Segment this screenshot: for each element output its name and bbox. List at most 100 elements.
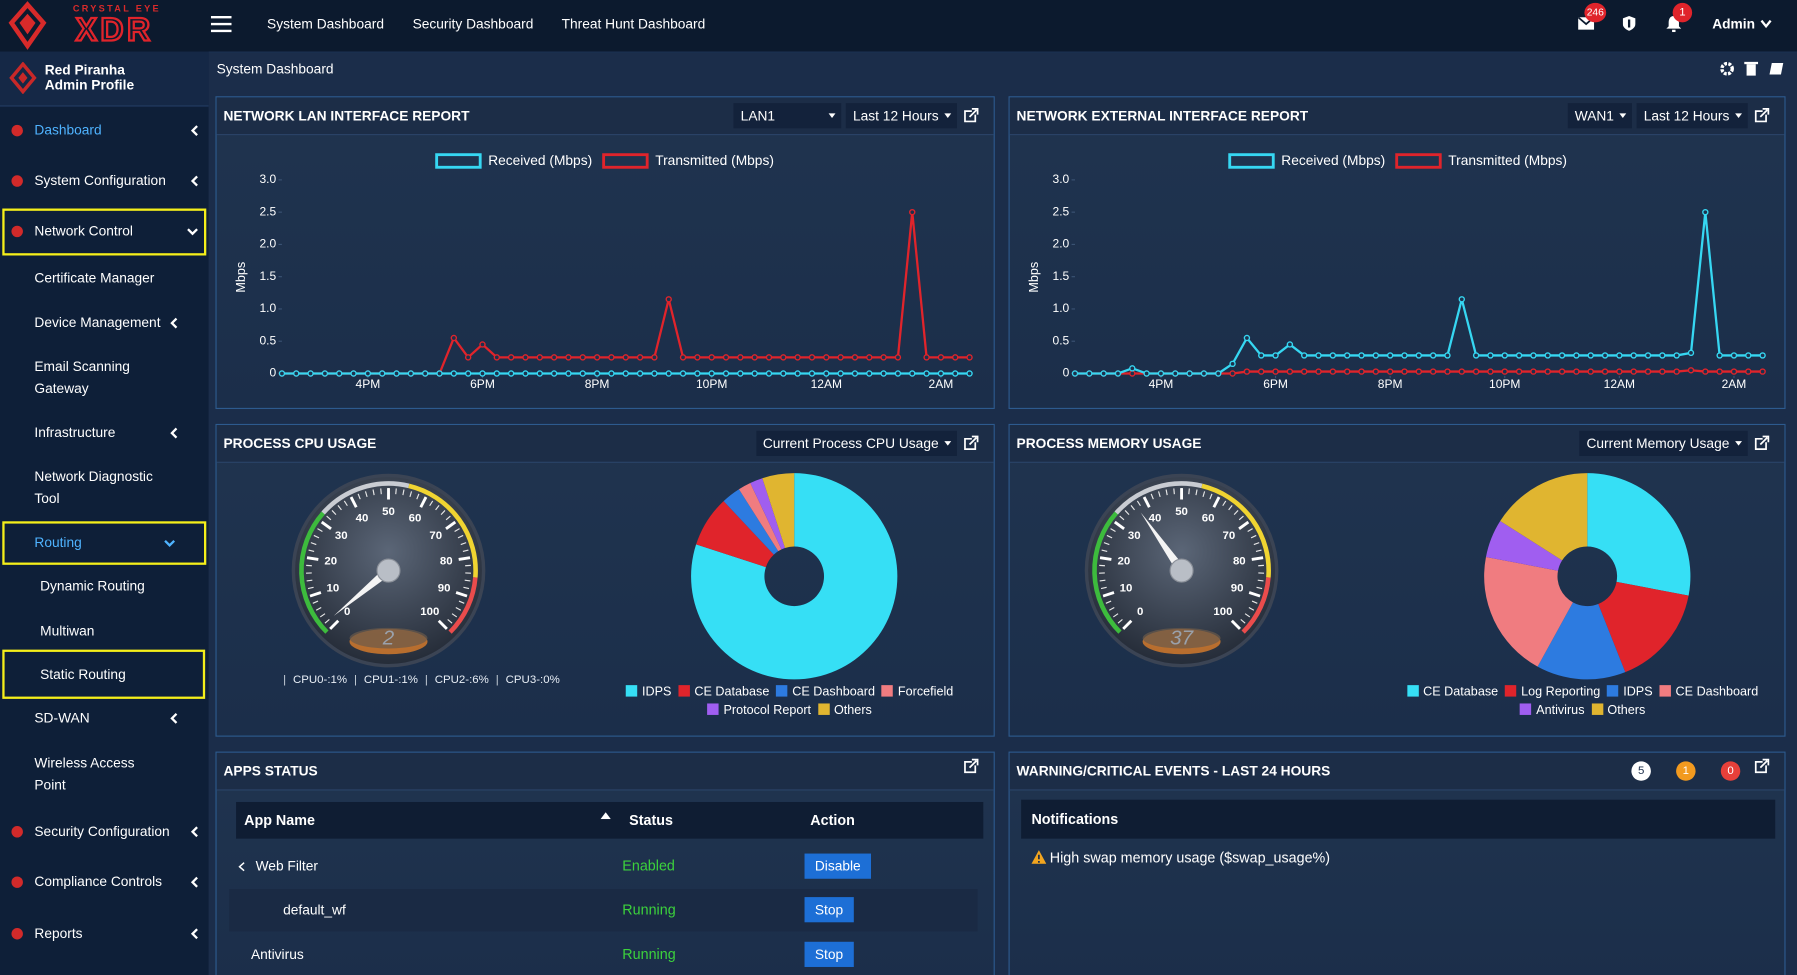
menu-item[interactable]: Multiwan bbox=[40, 622, 95, 639]
x-tick-label: 2AM bbox=[929, 377, 954, 391]
notification-item[interactable]: High swap memory usage ($swap_usage%) bbox=[1049, 850, 1331, 867]
pie-slice bbox=[762, 473, 795, 548]
minor-tick bbox=[1238, 515, 1244, 521]
minor-tick bbox=[372, 489, 375, 496]
menu-item[interactable]: Compliance Controls bbox=[34, 873, 163, 890]
data-point bbox=[880, 370, 887, 377]
data-point bbox=[1444, 352, 1451, 359]
external-panel: 0 0.5 1.0 1.5 2.0 2.5 3.0 4PM 6PM 8PM 10PM 12AM 2AM M… bbox=[1008, 96, 1786, 410]
shield-icon[interactable] bbox=[1622, 16, 1636, 31]
menu-item[interactable]: Dynamic Routing bbox=[40, 578, 145, 595]
action-button[interactable]: Stop bbox=[804, 941, 854, 967]
count-badge[interactable]: 1 bbox=[1676, 761, 1696, 781]
menu-item[interactable]: Network Diagnostic Tool bbox=[34, 468, 153, 507]
menu-item[interactable]: Wireless Access Point bbox=[34, 755, 135, 793]
minor-tick bbox=[416, 493, 420, 500]
view-select[interactable]: Current Memory Usage bbox=[1579, 430, 1748, 456]
data-point bbox=[1286, 368, 1294, 375]
data-point bbox=[1343, 368, 1351, 375]
user-menu[interactable]: Admin bbox=[1712, 16, 1755, 33]
menu-item[interactable]: Infrastructure bbox=[34, 424, 116, 441]
external-link[interactable] bbox=[1752, 107, 1773, 124]
sort-icon[interactable] bbox=[600, 812, 611, 820]
external-link[interactable] bbox=[1752, 758, 1773, 774]
action-button[interactable]: Stop bbox=[804, 897, 854, 923]
data-point bbox=[1272, 368, 1279, 375]
gauge-label: 40 bbox=[1149, 513, 1162, 525]
menu-item[interactable]: Reports bbox=[34, 925, 83, 942]
gauge-label: 70 bbox=[429, 530, 442, 542]
range-select[interactable]: Last 12 Hours bbox=[846, 103, 957, 129]
icon-shape bbox=[1754, 437, 1767, 450]
data-point bbox=[1300, 352, 1308, 359]
range-select[interactable]: Last 12 Hours bbox=[1636, 103, 1748, 129]
gauge-label: 100 bbox=[1213, 606, 1232, 618]
data-point bbox=[851, 354, 859, 361]
minor-tick bbox=[1108, 607, 1115, 611]
app-name: Antivirus bbox=[250, 946, 304, 963]
toolbar-icons[interactable] bbox=[1719, 61, 1785, 77]
menu-item[interactable]: SD-WAN bbox=[34, 709, 90, 726]
needle-hub bbox=[376, 558, 401, 583]
count-badge[interactable]: 5 bbox=[1631, 761, 1651, 781]
logo: CRYSTAL EYE XDR bbox=[8, 1, 159, 50]
menu-icon bbox=[11, 826, 23, 838]
nav-link[interactable]: Security Dashboard bbox=[412, 16, 534, 33]
data-point bbox=[1114, 370, 1122, 377]
minor-tick bbox=[463, 586, 470, 590]
menu-item[interactable]: Dashboard bbox=[34, 122, 102, 139]
expand-icon[interactable] bbox=[238, 862, 245, 872]
legend-label: Transmitted (Mbps) bbox=[655, 153, 774, 168]
data-point bbox=[1630, 368, 1637, 375]
y-tick-label: 2.0 bbox=[1053, 237, 1070, 251]
minor-tick bbox=[1113, 613, 1119, 618]
menu-icon[interactable] bbox=[210, 15, 232, 33]
data-point bbox=[278, 370, 286, 377]
minor-tick bbox=[1251, 600, 1258, 604]
data-point bbox=[679, 370, 687, 377]
data-point bbox=[550, 370, 558, 377]
interface-select[interactable]: LAN1 bbox=[733, 103, 842, 129]
minor-tick bbox=[454, 528, 460, 532]
interface-select[interactable]: WAN1 bbox=[1567, 103, 1633, 129]
nav-link[interactable]: System Dashboard bbox=[267, 16, 384, 33]
minor-tick bbox=[1195, 489, 1198, 496]
icon-shape bbox=[11, 928, 23, 940]
menu-item[interactable]: Network Control bbox=[34, 222, 133, 239]
external-link[interactable] bbox=[962, 435, 983, 451]
data-point bbox=[1501, 368, 1508, 375]
legend: IDPS CE Database CE Dashboard Forcefield Pro… bbox=[606, 684, 973, 720]
data-point bbox=[493, 370, 501, 377]
y-tick-label: 1.0 bbox=[259, 301, 276, 315]
menu-item[interactable]: Email Scanning Gateway bbox=[34, 358, 130, 397]
menu-item[interactable]: Security Configuration bbox=[34, 823, 170, 840]
menu-item[interactable]: Routing bbox=[34, 534, 82, 551]
minor-tick bbox=[447, 619, 453, 624]
external-link[interactable] bbox=[962, 107, 983, 124]
minor-tick bbox=[1119, 515, 1125, 521]
x-tick-label: 10PM bbox=[696, 377, 727, 391]
menu-item[interactable]: System Configuration bbox=[34, 172, 166, 189]
data-point bbox=[1272, 352, 1279, 359]
legend-item: Log Reporting bbox=[1505, 684, 1600, 701]
view-select[interactable]: Current Process CPU Usage bbox=[755, 430, 957, 456]
external-link[interactable] bbox=[1752, 435, 1773, 451]
nav-link[interactable]: Threat Hunt Dashboard bbox=[561, 16, 706, 33]
data-point bbox=[1730, 368, 1738, 375]
menu-item[interactable]: Static Routing bbox=[40, 666, 126, 683]
legend-label: Protocol Report bbox=[723, 703, 812, 718]
data-point bbox=[378, 370, 386, 377]
count-badge[interactable]: 0 bbox=[1720, 761, 1741, 781]
minor-tick bbox=[317, 528, 323, 532]
pie-slice bbox=[1485, 521, 1563, 571]
column-header[interactable]: App Name bbox=[244, 812, 315, 829]
action-button[interactable]: Disable bbox=[804, 853, 872, 879]
gauge-label: 80 bbox=[1233, 555, 1246, 567]
data-point bbox=[1673, 368, 1680, 375]
external-link[interactable] bbox=[962, 758, 983, 774]
menu-item[interactable]: Certificate Manager bbox=[34, 269, 155, 286]
menu-item[interactable]: Device Management bbox=[34, 314, 161, 331]
minor-tick bbox=[458, 600, 465, 604]
data-point bbox=[1157, 370, 1165, 377]
minor-tick bbox=[308, 549, 315, 553]
